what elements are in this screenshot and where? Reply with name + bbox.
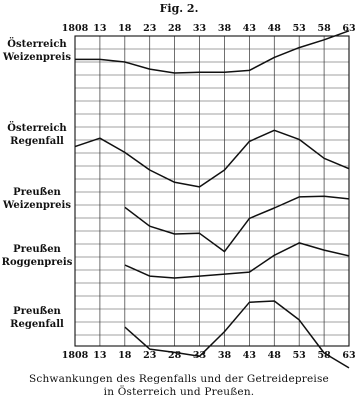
series-label: Weizenpreis xyxy=(2,52,71,63)
x-tick-label-top: 33 xyxy=(193,23,206,34)
series-line xyxy=(74,129,350,188)
caption-line-2: in Österreich und Preußen. xyxy=(103,386,255,398)
x-tick-label-bottom: 38 xyxy=(218,350,232,361)
x-tick-label-top: 48 xyxy=(268,23,282,34)
chart-grid xyxy=(74,35,350,347)
x-tick-label-bottom: 23 xyxy=(143,350,156,361)
figure-title: Fig. 2. xyxy=(159,2,199,15)
series-label: Weizenpreis xyxy=(2,200,71,211)
x-tick-label-top: 43 xyxy=(243,23,256,34)
x-tick-label-bottom: 43 xyxy=(243,350,256,361)
series-labels: Österreich Weizenpreis Österreich Regenfall… xyxy=(2,37,73,330)
x-tick-label-bottom: 28 xyxy=(168,350,182,361)
series-line xyxy=(75,30,350,74)
x-tick-label-bottom: 13 xyxy=(93,350,106,361)
x-tick-label-bottom: 53 xyxy=(293,350,306,361)
x-tick-label-bottom: 48 xyxy=(268,350,282,361)
x-tick-label-top: 53 xyxy=(293,23,306,34)
x-tick-label-top: 63 xyxy=(342,23,355,34)
caption-line-1: Schwankungen des Regenfalls und der Getr… xyxy=(29,373,329,385)
x-tick-label-top: 1808 xyxy=(62,23,89,34)
bottom-tick-labels: 1808 13 18 23 28 33 38 43 48 53 58 63 xyxy=(62,350,356,361)
x-tick-label-top: 23 xyxy=(143,23,156,34)
plot-frame xyxy=(74,35,350,347)
x-tick-label-bottom: 18 xyxy=(118,350,132,361)
series-label: Regenfall xyxy=(10,136,64,147)
x-tick-label-top: 28 xyxy=(168,23,182,34)
series-label: Preußen xyxy=(13,187,61,198)
x-tick-label-top: 38 xyxy=(218,23,232,34)
series-line xyxy=(124,300,350,369)
x-tick-label-bottom: 63 xyxy=(342,350,355,361)
series-label: Regenfall xyxy=(10,319,64,330)
x-tick-label-top: 18 xyxy=(118,23,132,34)
series-label: Österreich xyxy=(7,37,67,50)
x-tick-label-top: 58 xyxy=(317,23,331,34)
series-line xyxy=(124,195,350,253)
series-label: Roggenpreis xyxy=(2,257,73,268)
x-tick-label-top: 13 xyxy=(93,23,106,34)
x-tick-label-bottom: 1808 xyxy=(62,350,89,361)
series-label: Österreich xyxy=(7,121,67,134)
series-line xyxy=(124,242,350,279)
top-tick-labels: 1808 13 18 23 28 33 38 43 48 53 58 63 xyxy=(62,23,356,34)
x-tick-label-bottom: 58 xyxy=(317,350,331,361)
series-label: Preußen xyxy=(13,306,61,317)
series-label: Preußen xyxy=(13,244,61,255)
series-lines xyxy=(74,30,350,369)
